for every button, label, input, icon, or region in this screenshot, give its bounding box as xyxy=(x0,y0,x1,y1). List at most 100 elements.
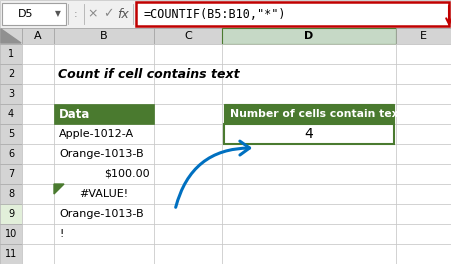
Bar xyxy=(54,124,154,144)
Bar xyxy=(54,184,154,204)
Bar xyxy=(22,104,54,124)
Text: E: E xyxy=(420,31,427,41)
Bar xyxy=(54,244,154,264)
Bar xyxy=(22,224,54,244)
Polygon shape xyxy=(1,29,21,43)
Bar xyxy=(222,64,396,84)
Bar xyxy=(0,224,22,244)
Bar xyxy=(154,64,222,84)
Bar xyxy=(396,84,451,104)
Bar xyxy=(396,184,451,204)
Bar xyxy=(54,64,154,84)
Bar xyxy=(396,28,451,44)
Bar xyxy=(222,28,396,44)
Bar xyxy=(0,104,22,124)
Text: D5: D5 xyxy=(18,9,34,19)
Bar xyxy=(222,244,396,264)
Bar xyxy=(54,164,154,184)
Bar xyxy=(22,144,54,164)
Bar xyxy=(396,124,451,144)
Bar xyxy=(54,84,154,104)
Bar xyxy=(54,224,154,244)
Text: Orange-1013-B: Orange-1013-B xyxy=(59,149,143,159)
Text: Number of cells contain text: Number of cells contain text xyxy=(230,109,404,119)
Bar xyxy=(154,144,222,164)
Bar xyxy=(222,84,396,104)
Bar xyxy=(54,104,154,124)
Text: #VALUE!: #VALUE! xyxy=(79,189,129,199)
Text: 6: 6 xyxy=(8,149,14,159)
Bar xyxy=(396,64,451,84)
Bar xyxy=(22,244,54,264)
Polygon shape xyxy=(54,184,64,194)
Text: B: B xyxy=(100,31,108,41)
Bar xyxy=(154,184,222,204)
Bar xyxy=(22,28,54,44)
Bar xyxy=(154,44,222,64)
Text: Apple-1012-A: Apple-1012-A xyxy=(59,129,134,139)
Bar xyxy=(154,224,222,244)
Bar xyxy=(222,124,396,144)
Text: 9: 9 xyxy=(8,209,14,219)
Bar xyxy=(396,164,451,184)
Text: Data: Data xyxy=(59,107,90,120)
Bar xyxy=(222,44,396,64)
Bar xyxy=(136,2,449,26)
Text: 10: 10 xyxy=(5,229,17,239)
Bar xyxy=(22,64,54,84)
Bar xyxy=(0,204,22,224)
Bar xyxy=(0,164,22,184)
Bar xyxy=(0,84,22,104)
Bar xyxy=(154,28,222,44)
Bar xyxy=(396,104,451,124)
Text: Orange-1013-B: Orange-1013-B xyxy=(59,209,143,219)
Text: 1: 1 xyxy=(8,49,14,59)
Bar xyxy=(396,44,451,64)
Bar xyxy=(396,204,451,224)
Bar xyxy=(54,28,154,44)
Bar xyxy=(0,0,451,28)
Bar xyxy=(54,104,154,124)
Bar xyxy=(0,28,22,44)
Text: ×: × xyxy=(88,7,98,21)
Bar xyxy=(154,104,222,124)
Text: 4: 4 xyxy=(304,127,313,141)
Text: $100.00: $100.00 xyxy=(104,169,150,179)
Bar xyxy=(154,164,222,184)
Text: fx: fx xyxy=(117,7,129,21)
Text: :: : xyxy=(74,9,78,19)
Bar xyxy=(0,124,22,144)
Text: !: ! xyxy=(59,229,64,239)
Text: ✓: ✓ xyxy=(103,7,113,21)
Bar xyxy=(154,244,222,264)
Bar xyxy=(54,204,154,224)
Text: D: D xyxy=(304,31,313,41)
Bar xyxy=(22,204,54,224)
Bar xyxy=(154,84,222,104)
Bar xyxy=(154,204,222,224)
Bar xyxy=(222,224,396,244)
Text: 3: 3 xyxy=(8,89,14,99)
Bar xyxy=(222,204,396,224)
Bar xyxy=(54,44,154,64)
Bar xyxy=(396,224,451,244)
Text: C: C xyxy=(184,31,192,41)
Bar xyxy=(396,144,451,164)
Bar xyxy=(222,164,396,184)
Bar xyxy=(0,184,22,204)
Bar xyxy=(222,184,396,204)
Text: 5: 5 xyxy=(8,129,14,139)
Bar xyxy=(54,144,154,164)
Bar xyxy=(0,64,22,84)
Text: =COUNTIF(B5:B10,"*"): =COUNTIF(B5:B10,"*") xyxy=(143,7,285,21)
Text: 2: 2 xyxy=(8,69,14,79)
Bar xyxy=(222,144,396,164)
Bar xyxy=(0,144,22,164)
Text: Count if cell contains text: Count if cell contains text xyxy=(58,68,239,81)
Bar xyxy=(22,84,54,104)
Bar xyxy=(22,124,54,144)
Bar xyxy=(2,3,66,25)
Bar xyxy=(224,124,394,144)
Bar xyxy=(0,244,22,264)
Bar xyxy=(22,164,54,184)
